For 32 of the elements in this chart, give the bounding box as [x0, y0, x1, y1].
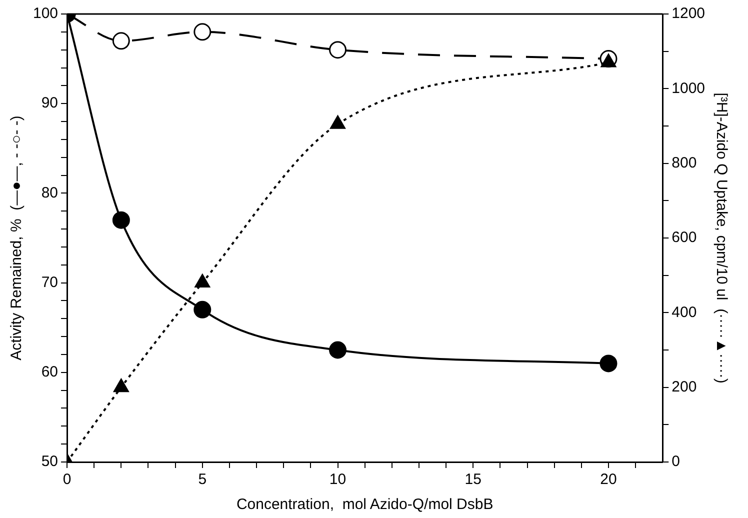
- y2-tick-label: 800: [672, 154, 697, 172]
- y-tick-label: 70: [41, 274, 58, 291]
- y-tick-label: 60: [41, 364, 58, 381]
- y2-tick-label: 600: [672, 229, 697, 246]
- x-tick-label: 0: [62, 471, 72, 488]
- x-tick-label: 10: [329, 471, 346, 488]
- y-tick-label: 100: [32, 5, 58, 22]
- y2-tick-label: 200: [672, 378, 697, 396]
- point: [600, 54, 616, 68]
- y2-tick-label: 0: [672, 453, 680, 470]
- y2-axis-title: [³H]-Azido Q Uptake, cpm/10 ul (·····▲·····): [712, 92, 730, 384]
- x-tick-label: 15: [464, 471, 482, 488]
- point: [113, 378, 129, 392]
- y2-tick-label: 1000: [672, 80, 706, 97]
- y-tick-label: 50: [41, 453, 58, 470]
- point: [194, 23, 212, 41]
- point: [330, 115, 346, 129]
- y-tick-label: 80: [41, 184, 58, 202]
- y2-tick-label: 1200: [672, 5, 706, 22]
- point: [600, 354, 618, 372]
- y-tick-label: 90: [41, 94, 58, 112]
- point: [329, 41, 347, 59]
- point: [329, 341, 347, 359]
- y2-tick-label: 400: [672, 304, 697, 321]
- x-axis-title: Concentration, mol Azido-Q/mol DsbB: [236, 496, 494, 514]
- point: [112, 211, 130, 229]
- point: [194, 274, 210, 288]
- x-tick-label: 20: [600, 471, 617, 488]
- y-axis-title: Activity Remained, % (—●—, - -○- -): [8, 116, 26, 360]
- point: [194, 300, 212, 318]
- point: [112, 32, 130, 50]
- x-tick-label: 5: [198, 471, 207, 488]
